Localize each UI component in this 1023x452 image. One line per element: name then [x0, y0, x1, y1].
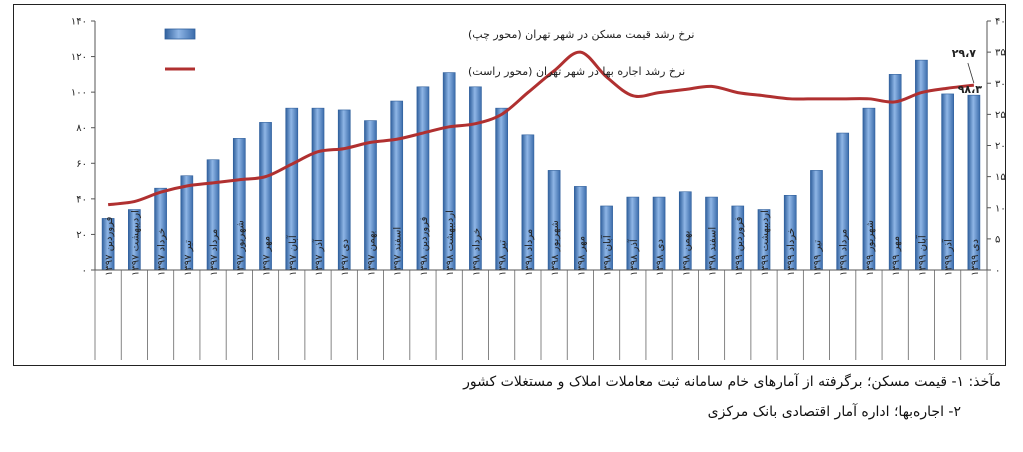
y-left-tick-label: ۰ — [82, 266, 87, 277]
category-label: تیر ۱۳۹۸ — [498, 240, 509, 276]
category-label: تیر ۱۳۹۹ — [812, 240, 823, 276]
category-label: تیر ۱۳۹۷ — [183, 240, 194, 276]
category-label: خرداد ۱۳۹۸ — [471, 228, 482, 276]
category-label: آبان ۱۳۹۹ — [915, 234, 928, 276]
legend: نرخ رشد قیمت مسکن در شهر تهران (محور چپ)… — [164, 28, 694, 78]
category-label: مهر ۱۳۹۷ — [262, 236, 273, 276]
source-line-2: ۲- اجاره‌بها؛ اداره آمار اقتصادی بانک مر… — [707, 404, 961, 420]
y-left-tick-label: ۲۰ — [76, 230, 87, 241]
annotation-price-value: ۹۸،۳ — [958, 83, 983, 96]
category-label: اسفند ۱۳۹۷ — [393, 227, 404, 276]
axes-layer — [91, 20, 991, 360]
line-layer — [107, 50, 975, 207]
category-label: فروردین ۱۳۹۷ — [104, 216, 115, 276]
chart-frame: ۰ ۲۰ ۴۰ ۶۰ ۸۰ ۱۰۰ ۱۲۰ ۱۴۰ ۰ ۵ ۱۰ ۱۵ ۲۰ ۲۵ ۳۰ ۳۵ ۴۰ فروردی… — [13, 4, 1006, 366]
category-label: دی ۱۳۹۸ — [655, 239, 666, 276]
labels-layer: ۰ ۲۰ ۴۰ ۶۰ ۸۰ ۱۰۰ ۱۲۰ ۱۴۰ ۰ ۵ ۱۰ ۱۵ ۲۰ ۲۵ ۳۰ ۳۵ ۴۰ فروردی… — [71, 17, 1006, 277]
category-label: شهریور ۱۳۹۷ — [235, 220, 246, 276]
category-label: فروردین ۱۳۹۸ — [419, 216, 430, 276]
category-label: آبان ۱۳۹۷ — [286, 234, 299, 276]
legend-bar-label: نرخ رشد قیمت مسکن در شهر تهران (محور چپ) — [468, 28, 694, 41]
category-label: دی ۱۳۹۹ — [970, 239, 981, 276]
rent-growth-line — [107, 50, 975, 207]
legend-line-label: نرخ رشد اجاره بها در شهر تهران (محور راس… — [468, 65, 685, 78]
y-right-tick-label: ۳۰ — [995, 79, 1006, 90]
category-label: مرداد ۱۳۹۸ — [524, 229, 535, 276]
category-label: اردیبهشت ۱۳۹۹ — [760, 210, 771, 276]
y-left-tick-label: ۱۲۰ — [71, 52, 87, 63]
category-label: خرداد ۱۳۹۷ — [157, 228, 168, 276]
y-left-tick-label: ۴۰ — [76, 194, 87, 205]
category-label: بهمن ۱۳۹۸ — [681, 231, 692, 276]
chart-svg: ۰ ۲۰ ۴۰ ۶۰ ۸۰ ۱۰۰ ۱۲۰ ۱۴۰ ۰ ۵ ۱۰ ۱۵ ۲۰ ۲۵ ۳۰ ۳۵ ۴۰ فروردی… — [71, 17, 1006, 360]
category-label: مرداد ۱۳۹۷ — [209, 229, 220, 276]
bars-layer — [101, 59, 981, 271]
y-right-tick-label: ۱۰ — [995, 203, 1006, 214]
source-line-1: مآخذ: ۱- قیمت مسکن؛ برگرفته از آمارهای خ… — [463, 374, 1001, 390]
y-left-tick-label: ۸۰ — [76, 123, 87, 134]
y-right-tick-label: ۵ — [995, 234, 1000, 245]
category-label: دی ۱۳۹۷ — [340, 239, 351, 276]
category-label: اسفند ۱۳۹۸ — [708, 227, 719, 276]
category-label: بهمن ۱۳۹۷ — [366, 231, 377, 276]
legend-bar-swatch — [164, 28, 196, 40]
category-label: مرداد ۱۳۹۹ — [839, 229, 850, 276]
category-label: اردیبهشت ۱۳۹۸ — [445, 210, 456, 276]
y-right-tick-label: ۱۵ — [995, 172, 1006, 183]
annotation-rent-value: ۲۹،۷ — [952, 47, 977, 60]
y-right-tick-label: ۰ — [995, 266, 1000, 277]
category-label: شهریور ۱۳۹۸ — [550, 220, 561, 276]
y-left-tick-label: ۶۰ — [76, 159, 87, 170]
category-label: فروردین ۱۳۹۹ — [734, 216, 745, 276]
category-label: آذر ۱۳۹۸ — [627, 238, 640, 276]
category-label: اردیبهشت ۱۳۹۷ — [130, 210, 141, 276]
category-label: مهر ۱۳۹۹ — [891, 236, 902, 276]
y-left-tick-label: ۱۰۰ — [71, 88, 87, 99]
category-label: خرداد ۱۳۹۹ — [786, 228, 797, 276]
category-label: آبان ۱۳۹۸ — [601, 234, 614, 276]
category-label: آذر ۱۳۹۹ — [942, 238, 955, 276]
y-right-tick-label: ۲۰ — [995, 141, 1006, 152]
y-right-tick-label: ۲۵ — [995, 110, 1006, 121]
category-label: مهر ۱۳۹۸ — [576, 236, 587, 276]
annotation-leader — [967, 62, 975, 84]
y-right-tick-label: ۴۰ — [995, 17, 1006, 28]
y-left-tick-label: ۱۴۰ — [71, 17, 87, 28]
y-right-tick-label: ۳۵ — [995, 48, 1006, 59]
category-label: آذر ۱۳۹۷ — [312, 238, 325, 276]
category-label: شهریور ۱۳۹۹ — [865, 220, 876, 276]
